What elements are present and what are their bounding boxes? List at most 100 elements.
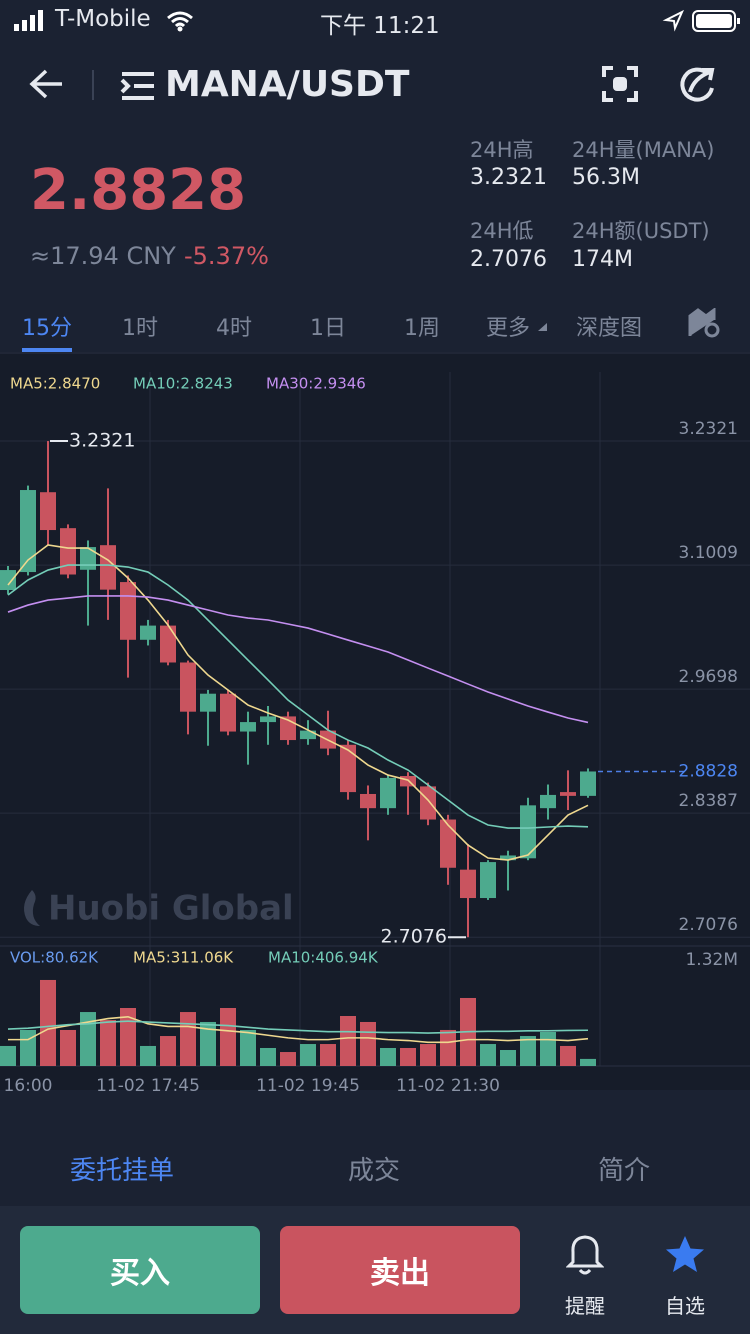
volume-bar <box>0 1045 16 1066</box>
more-tab[interactable]: 更多 <box>486 316 531 341</box>
candle-body <box>460 869 476 899</box>
volume-bar <box>580 1058 596 1066</box>
y-tick-label: 1.32M <box>685 950 738 970</box>
back-button[interactable] <box>28 68 64 100</box>
depth-tab[interactable]: 深度图 <box>576 316 643 341</box>
candle-body <box>200 693 216 712</box>
volume-bar <box>440 1029 456 1066</box>
volume-bar <box>360 1021 376 1066</box>
volume-bar <box>40 979 56 1066</box>
volume-bar <box>500 1050 516 1066</box>
volume-bar <box>200 1021 216 1066</box>
candle-body <box>340 744 356 793</box>
candle-body <box>80 547 96 570</box>
high-label: 3.2321 <box>69 430 135 452</box>
volume-bar <box>20 1029 36 1066</box>
x-tick-label: 11-02 21:30 <box>396 1076 500 1096</box>
interval-tab[interactable]: 1时 <box>122 316 158 341</box>
tab-underline <box>22 348 72 352</box>
interval-tab[interactable]: 1周 <box>404 316 440 341</box>
candle-body <box>560 792 576 796</box>
wifi-icon <box>167 11 193 32</box>
candle-body <box>100 545 116 590</box>
pair-title[interactable]: MANA/USDT <box>165 64 410 105</box>
cny-price: ≈17.94 CNY <box>30 242 176 270</box>
candle-body <box>300 730 316 740</box>
volume-bar <box>340 1015 356 1066</box>
volume-ma-line <box>8 1015 589 1044</box>
scan-icon[interactable] <box>602 66 638 102</box>
watermark-logo <box>24 890 40 926</box>
volume-bar <box>120 1008 136 1066</box>
chart-settings[interactable] <box>688 308 722 338</box>
x-tick-label: 11-02 17:45 <box>96 1076 200 1096</box>
volume-bar <box>400 1047 416 1066</box>
x-tick-label: 11-02 19:45 <box>256 1076 360 1096</box>
interval-tab[interactable]: 15分 <box>22 316 72 341</box>
candle-body <box>180 662 196 712</box>
ma-line <box>7 544 589 861</box>
candle-body <box>140 625 156 640</box>
volume-bar <box>560 1045 576 1066</box>
x-tick-label: 16:00 <box>4 1076 53 1096</box>
volume-bar <box>480 1044 496 1066</box>
stat-value: 2.7076 <box>470 247 547 272</box>
candle-body <box>440 819 456 868</box>
legend-entry: MA10:406.94K <box>268 949 379 967</box>
candle-body <box>120 582 136 640</box>
clock: 下午 11:21 <box>320 13 440 39</box>
low-label: 2.7076 <box>381 926 447 948</box>
candle-body <box>540 794 556 809</box>
stat-label: 24H高 <box>470 138 534 162</box>
volume-bar <box>280 1052 296 1066</box>
volume-bar <box>300 1044 316 1066</box>
stat-label: 24H低 <box>470 219 534 243</box>
bottom-tabs <box>0 1124 750 1206</box>
candle-body <box>60 528 76 575</box>
menu-icon[interactable] <box>120 70 156 102</box>
volume-bar <box>80 1012 96 1066</box>
volume-bar <box>180 1012 196 1066</box>
dropdown-arrow <box>538 323 547 331</box>
interval-tab[interactable]: 4时 <box>216 316 252 341</box>
watermark: Huobi Global <box>48 889 294 929</box>
candle-body <box>160 625 176 663</box>
change-percent: -5.37% <box>184 242 269 270</box>
candle-body <box>220 693 236 732</box>
candle-body <box>260 716 276 723</box>
orders-tab[interactable]: 委托挂单 <box>70 1156 175 1186</box>
last-price: 2.8828 <box>30 158 247 223</box>
kline-chart: Huobi Global 3.2321 3.1009 2.9698 2.8387 2.7… <box>0 352 750 1106</box>
candle-body <box>420 786 436 820</box>
legend-entry: MA5:311.06K <box>133 949 234 967</box>
volume-ma-line <box>7 1020 589 1034</box>
candle-body <box>380 777 396 809</box>
share-icon[interactable] <box>678 66 716 104</box>
buy-button[interactable]: 买入 <box>20 1226 260 1314</box>
y-tick-label: 2.9698 <box>679 667 738 687</box>
alert-label[interactable]: 提醒 <box>565 1294 605 1318</box>
bell-icon[interactable] <box>566 1234 604 1276</box>
favorite-label[interactable]: 自选 <box>665 1294 705 1318</box>
candle-body <box>40 492 56 531</box>
volume-bar <box>540 1031 556 1066</box>
legend-entry: MA30:2.9346 <box>266 375 366 393</box>
volume-bar <box>140 1045 156 1066</box>
star-icon[interactable] <box>664 1234 706 1274</box>
volume-bar <box>100 1020 116 1066</box>
ma-line <box>7 595 589 724</box>
volume-bar <box>60 1029 76 1066</box>
sell-button[interactable]: 卖出 <box>280 1226 520 1314</box>
info-tab[interactable]: 简介 <box>598 1156 651 1186</box>
y-tick-label: 3.2321 <box>679 419 738 439</box>
volume-bar <box>160 1036 176 1066</box>
candle-body <box>480 862 496 899</box>
carrier: T-Mobile <box>55 6 151 32</box>
chart-background <box>0 352 750 1106</box>
legend-entry: MA5:2.8470 <box>10 375 100 393</box>
volume-bar <box>240 1029 256 1066</box>
battery-icon <box>662 9 740 32</box>
ma-line <box>7 564 589 829</box>
interval-tab[interactable]: 1日 <box>310 316 346 341</box>
trades-tab[interactable]: 成交 <box>348 1156 401 1186</box>
